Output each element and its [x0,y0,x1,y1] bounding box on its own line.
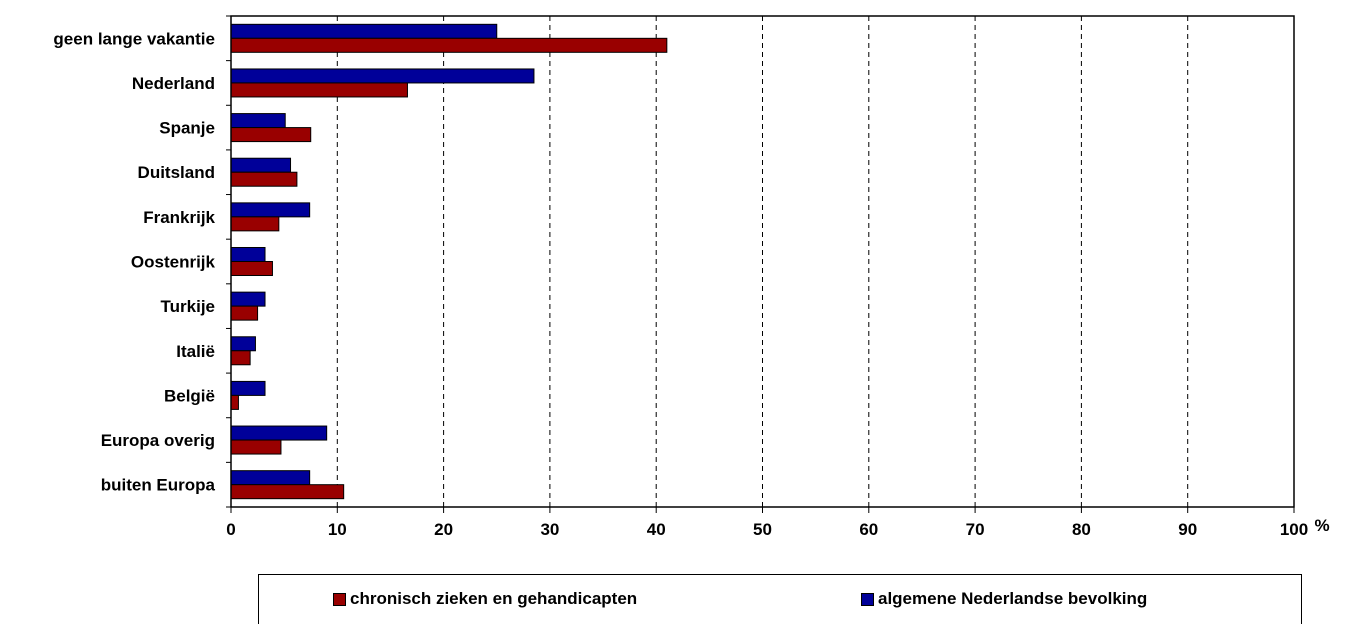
x-tick-label: 0 [226,520,235,539]
bars [230,23,668,500]
category-label: geen lange vakantie [53,29,215,48]
legend-swatch-general [861,592,874,606]
bar-chronic-10 [230,484,345,500]
legend-item-chronic: chronisch zieken en gehandicapten [333,589,637,609]
legend-label-general: algemene Nederlandse bevolking [878,589,1148,608]
axes [226,15,1295,513]
x-tick-label: 100 [1280,520,1308,539]
x-tick-labels: 0 10 20 30 40 50 60 70 80 90 100% [226,516,1329,539]
x-tick-label: 40 [647,520,666,539]
bar-general-10 [230,470,311,486]
x-unit-label: % [1314,516,1329,535]
bar-chronic-7 [230,350,251,366]
bar-general-9 [230,425,328,441]
x-tick-label: 10 [328,520,347,539]
bar-general-0 [230,23,498,39]
category-label: België [164,386,215,405]
x-tick-label: 90 [1178,520,1197,539]
bar-general-3 [230,157,292,173]
bar-general-4 [230,202,311,218]
bar-chronic-3 [230,171,298,187]
bar-general-8 [230,380,266,396]
category-label: buiten Europa [101,476,216,495]
category-label: Turkije [161,297,215,316]
bar-general-7 [230,336,256,352]
bar-chronic-5 [230,261,273,276]
gridlines [336,16,1189,507]
x-tick-label: 60 [859,520,878,539]
category-label: Spanje [159,119,215,138]
legend-swatch-chronic [333,592,346,606]
legend-item-general: algemene Nederlandse bevolking [861,589,1147,609]
category-labels: geen lange vakantie Nederland Spanje Duitsl… [53,29,215,494]
bar-chronic-4 [230,216,280,232]
bar-chronic-1 [230,82,408,98]
bar-chronic-6 [230,305,259,321]
bar-chart: geen lange vakantie Nederland Spanje Duitsl… [53,15,1330,539]
bar-chronic-2 [230,127,312,143]
x-tick-label: 70 [966,520,985,539]
legend: chronisch zieken en gehandicapten algeme… [258,574,1302,624]
category-label: Europa overig [101,431,215,450]
category-label: Frankrijk [143,208,215,227]
x-tick-label: 50 [753,520,772,539]
x-tick-label: 80 [1072,520,1091,539]
bar-general-6 [230,291,266,307]
bar-general-5 [230,247,266,262]
legend-label-chronic: chronisch zieken en gehandicapten [350,589,638,608]
category-label: Italië [176,342,215,361]
bar-general-2 [230,113,286,129]
category-label: Duitsland [138,163,215,182]
category-label: Oostenrijk [131,253,216,272]
category-label: Nederland [132,74,215,93]
x-tick-label: 30 [540,520,559,539]
bar-chronic-9 [230,439,282,455]
x-tick-label: 20 [434,520,453,539]
bar-chronic-0 [230,37,668,53]
bar-general-1 [230,68,535,84]
bar-chronic-8 [230,394,239,410]
